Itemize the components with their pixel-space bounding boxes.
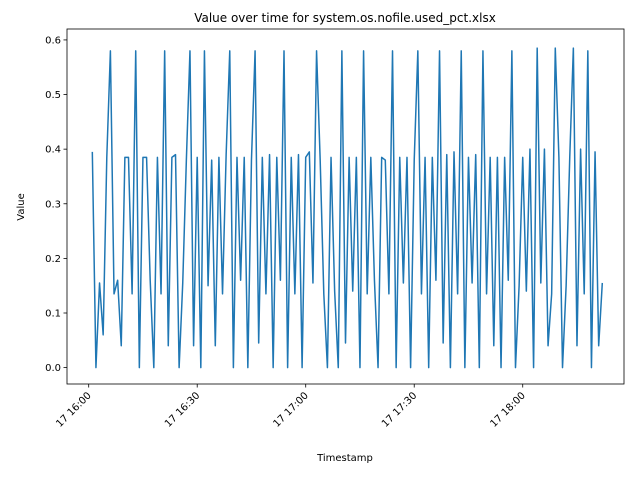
y-tick-label: 0.1 [45,309,61,320]
y-tick-label: 0.4 [45,145,61,156]
line [91,47,604,369]
y-tick-label: 0.5 [45,90,61,101]
y-tick-label: 0.0 [45,363,61,374]
chart-title: Value over time for system.os.nofile.use… [194,11,496,25]
plot-frame [66,28,625,385]
y-tick-label: 0.6 [45,35,61,46]
x-axis-label: Timestamp [316,453,373,464]
y-axis-label: Value [16,193,27,220]
y-tick-label: 0.2 [45,254,61,265]
y-tick-label: 0.3 [45,199,61,210]
